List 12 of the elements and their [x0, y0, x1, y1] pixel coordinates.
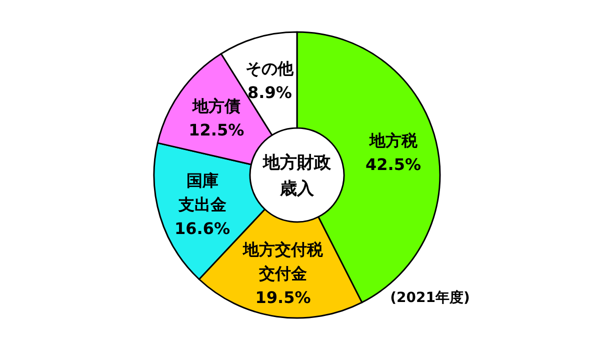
slice-label: 地方税 — [368, 130, 418, 150]
text: (2021年度) — [390, 289, 470, 306]
data-label: 19.5% — [255, 288, 311, 308]
slice-label: 地方債 — [191, 96, 240, 116]
data-label: 42.5% — [366, 154, 422, 174]
slice-label: その他 — [246, 58, 295, 78]
data-label: 8.9% — [247, 82, 292, 102]
slice-label: 地方交付税交付金 — [242, 240, 324, 284]
slice-label: 国庫支出金 — [177, 170, 226, 214]
data-label: 12.5% — [188, 120, 244, 140]
text: 地方財政歳入 — [262, 153, 332, 199]
data-label: 16.6% — [174, 218, 230, 238]
